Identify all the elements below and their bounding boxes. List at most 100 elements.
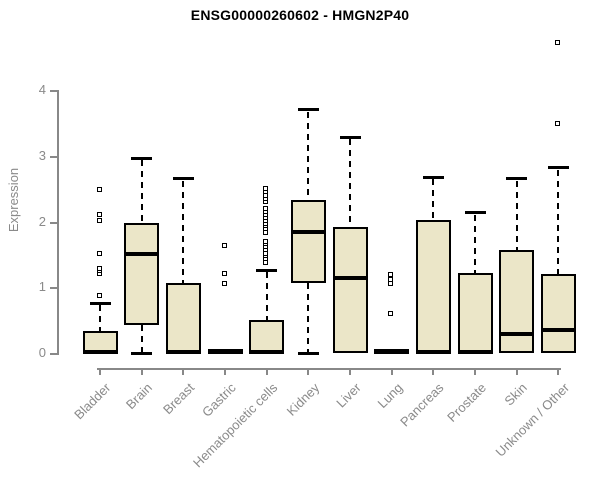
- box: [415, 219, 451, 353]
- median-line: [249, 349, 285, 354]
- box: [499, 250, 535, 353]
- median-line: [332, 276, 368, 281]
- box: [165, 283, 201, 353]
- outlier-point: [96, 292, 102, 298]
- outlier-point: [388, 311, 394, 317]
- upper-whisker: [349, 139, 351, 228]
- outlier-point: [554, 39, 560, 45]
- x-tick-label: Kidney: [283, 380, 322, 419]
- x-tick-label: Unknown / Other: [492, 380, 572, 460]
- outlier-point: [221, 270, 227, 276]
- upper-whisker-cap: [422, 175, 444, 179]
- outlier-point: [221, 280, 227, 286]
- median-line: [540, 327, 576, 332]
- lower-whisker: [140, 324, 143, 352]
- upper-whisker: [432, 179, 435, 220]
- y-tick-label: 3: [38, 147, 46, 163]
- x-tick: [474, 368, 476, 375]
- lower-whisker-cap: [297, 351, 319, 355]
- upper-whisker: [265, 272, 268, 321]
- outlier-point: [96, 218, 102, 224]
- y-tick: [50, 90, 57, 92]
- box: [457, 272, 493, 353]
- upper-whisker: [474, 214, 476, 273]
- y-tick-label: 4: [38, 82, 46, 97]
- x-tick: [557, 368, 560, 375]
- median-line: [290, 230, 326, 235]
- x-tick-label: Breast: [159, 380, 197, 418]
- upper-whisker: [99, 305, 101, 332]
- y-tick-label: 0: [38, 345, 46, 360]
- outlier-point: [96, 187, 102, 193]
- x-tick-label: Liver: [333, 380, 364, 411]
- x-tick: [182, 368, 185, 375]
- upper-whisker-cap: [256, 268, 278, 272]
- median-line: [457, 349, 493, 354]
- flat-box: [374, 349, 410, 355]
- y-tick-label: 2: [38, 213, 46, 229]
- box: [290, 199, 326, 284]
- upper-whisker-cap: [131, 156, 153, 160]
- y-tick: [50, 155, 57, 158]
- median-line: [124, 251, 160, 256]
- outlier-point: [96, 265, 102, 271]
- y-tick: [50, 221, 57, 224]
- outlier-point: [96, 212, 102, 218]
- upper-whisker-cap: [339, 135, 361, 139]
- x-tick: [99, 368, 101, 375]
- upper-whisker-cap: [464, 211, 486, 215]
- x-axis-line: [97, 368, 562, 370]
- outlier-point: [388, 281, 394, 287]
- chart-title: ENSG00000260602 - HMGN2P40: [190, 7, 410, 23]
- x-tick-label: Skin: [501, 380, 531, 409]
- x-tick: [265, 368, 268, 375]
- x-tick: [307, 368, 310, 375]
- outlier-point: [263, 238, 269, 244]
- box: [249, 320, 285, 353]
- outlier-point: [554, 121, 560, 127]
- upper-whisker: [557, 169, 560, 275]
- flat-box: [207, 349, 243, 355]
- median-line: [415, 349, 451, 354]
- box: [332, 227, 368, 353]
- x-tick: [515, 368, 518, 375]
- upper-whisker-cap: [172, 177, 194, 181]
- median-line: [165, 349, 201, 354]
- y-axis-line: [57, 90, 59, 355]
- x-tick-label: Bladder: [71, 380, 114, 423]
- upper-whisker-cap: [547, 166, 569, 170]
- box: [540, 274, 576, 353]
- x-tick: [349, 368, 351, 375]
- x-tick-label: Brain: [123, 380, 156, 413]
- outlier-point: [263, 205, 269, 211]
- x-tick-label: Prostate: [443, 380, 489, 425]
- upper-whisker: [515, 180, 518, 251]
- outlier-point: [221, 243, 227, 249]
- upper-whisker-cap: [297, 108, 319, 112]
- lower-whisker-cap: [131, 351, 153, 355]
- y-tick-label: 1: [38, 279, 46, 295]
- upper-whisker: [307, 111, 310, 200]
- outlier-point: [96, 250, 102, 256]
- x-tick-label: Gastric: [198, 380, 239, 420]
- x-tick: [224, 368, 226, 375]
- y-tick: [50, 287, 57, 290]
- median-line: [499, 331, 535, 336]
- upper-whisker-cap: [89, 301, 111, 305]
- outlier-point: [263, 186, 269, 192]
- x-tick: [390, 368, 393, 375]
- x-tick: [432, 368, 435, 375]
- x-tick-label: Lung: [374, 380, 406, 412]
- outlier-point: [388, 276, 394, 282]
- box: [124, 222, 160, 325]
- upper-whisker: [182, 180, 185, 284]
- upper-whisker: [140, 160, 143, 223]
- x-tick-label: Pancreas: [397, 380, 447, 430]
- lower-whisker: [307, 283, 310, 352]
- upper-whisker-cap: [506, 177, 528, 181]
- y-tick: [50, 353, 57, 355]
- outlier-point: [388, 272, 394, 278]
- x-tick: [140, 368, 143, 375]
